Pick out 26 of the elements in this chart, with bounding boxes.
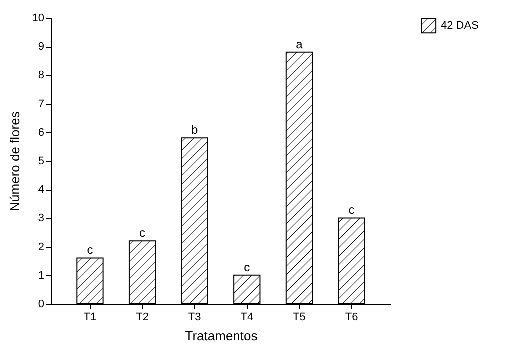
- y-tick-label: 8: [38, 70, 44, 82]
- x-tick-label: T6: [345, 312, 358, 324]
- annotation: c: [87, 243, 94, 258]
- x-tick-label: T2: [136, 312, 149, 324]
- annotation: c: [348, 203, 355, 218]
- annotation: a: [296, 37, 304, 52]
- y-tick-label: 1: [38, 270, 44, 282]
- x-tick-label: T1: [84, 312, 97, 324]
- y-tick-label: 9: [38, 41, 44, 54]
- y-tick-label: 4: [38, 184, 44, 196]
- x-axis-title: Tratamentos: [185, 328, 258, 344]
- annotation: c: [244, 260, 250, 274]
- y-tick-label: 7: [38, 98, 44, 110]
- y-axis-title: Número de flores: [7, 111, 22, 212]
- y-tick-label: 6: [38, 126, 44, 139]
- legend-label: 42 DAS: [441, 20, 479, 32]
- x-tick-label: T3: [188, 312, 202, 324]
- annotation: b: [192, 123, 198, 138]
- y-tick-label: 2: [38, 241, 44, 254]
- x-tick-label: T4: [240, 312, 254, 324]
- y-tick-label: 0: [38, 298, 44, 310]
- y-tick-label: 5: [38, 156, 44, 168]
- y-tick-label: 10: [32, 12, 44, 24]
- x-tick-label: T5: [293, 312, 306, 324]
- y-tick-label: 3: [38, 212, 44, 225]
- annotation: c: [140, 226, 146, 240]
